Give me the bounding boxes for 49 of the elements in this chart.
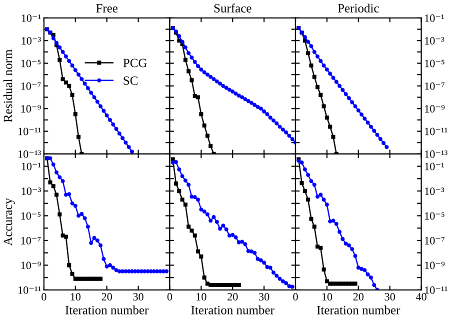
- x-tick-label: 20: [102, 293, 112, 301]
- y-tick-label: 10⁻⁵: [21, 212, 41, 220]
- legend-label: PCG: [123, 58, 147, 68]
- y-tick-label: 10⁻⁹: [21, 262, 41, 270]
- y-tick-label: 10⁻⁹: [425, 262, 445, 270]
- y-tick-label: 10⁻¹¹: [425, 286, 448, 294]
- y-tick-label: 10⁻³: [22, 37, 41, 45]
- y-tick-label: 10⁻¹: [425, 14, 444, 22]
- x-tick-label: 0: [293, 293, 298, 301]
- chart-title: Surface: [214, 4, 252, 12]
- y-tick-label: 10⁻⁷: [425, 82, 444, 90]
- x-tick-label: 10: [70, 293, 81, 301]
- y-tick-label: 10⁻¹: [22, 162, 41, 170]
- y-tick-label: 10⁻¹³: [18, 150, 41, 158]
- y-tick-label: 10⁻⁵: [425, 212, 444, 220]
- x-tick-label: 30: [259, 293, 270, 301]
- y-axis-title: Accuracy: [4, 198, 15, 246]
- y-tick-label: 10⁻⁹: [21, 105, 41, 113]
- y-tick-label: 10⁻⁷: [21, 82, 41, 90]
- x-axis-title: Iteration number: [191, 306, 274, 314]
- chart-title: Free: [96, 4, 118, 12]
- y-tick-label: 10⁻⁹: [425, 105, 445, 113]
- y-tick-label: 10⁻³: [425, 37, 444, 45]
- x-tick-label: 0: [167, 293, 172, 301]
- x-axis-title: Iteration number: [65, 306, 149, 314]
- y-tick-label: 10⁻³: [22, 187, 41, 195]
- y-tick-label: 10⁻¹¹: [18, 128, 41, 136]
- x-tick-label: 20: [228, 293, 238, 301]
- x-tick-label: 30: [384, 293, 395, 301]
- y-tick-label: 10⁻¹¹: [425, 128, 448, 136]
- y-tick-label: 10⁻³: [425, 187, 444, 195]
- chart-title: Periodic: [338, 4, 379, 12]
- y-tick-label: 10⁻⁷: [425, 236, 444, 244]
- y-tick-label: 10⁻⁷: [21, 236, 41, 244]
- y-tick-label: 10⁻¹¹: [18, 286, 41, 294]
- y-tick-label: 10⁻¹³: [425, 150, 448, 158]
- x-tick-label: 20: [353, 293, 364, 301]
- legend-label: SC: [124, 76, 138, 85]
- y-tick-label: 10⁻¹: [425, 162, 444, 170]
- y-axis-title: Residual norm: [3, 49, 12, 122]
- x-tick-label: 0: [42, 293, 46, 301]
- x-tick-label: 10: [196, 293, 206, 301]
- y-tick-label: 10⁻⁵: [425, 60, 444, 68]
- y-tick-label: 10⁻⁵: [21, 60, 41, 68]
- x-axis-title: Iteration number: [317, 306, 400, 314]
- y-tick-label: 10⁻¹: [22, 14, 41, 22]
- x-tick-label: 40: [416, 293, 426, 301]
- x-tick-label: 10: [322, 293, 332, 301]
- x-tick-label: 30: [133, 293, 144, 301]
